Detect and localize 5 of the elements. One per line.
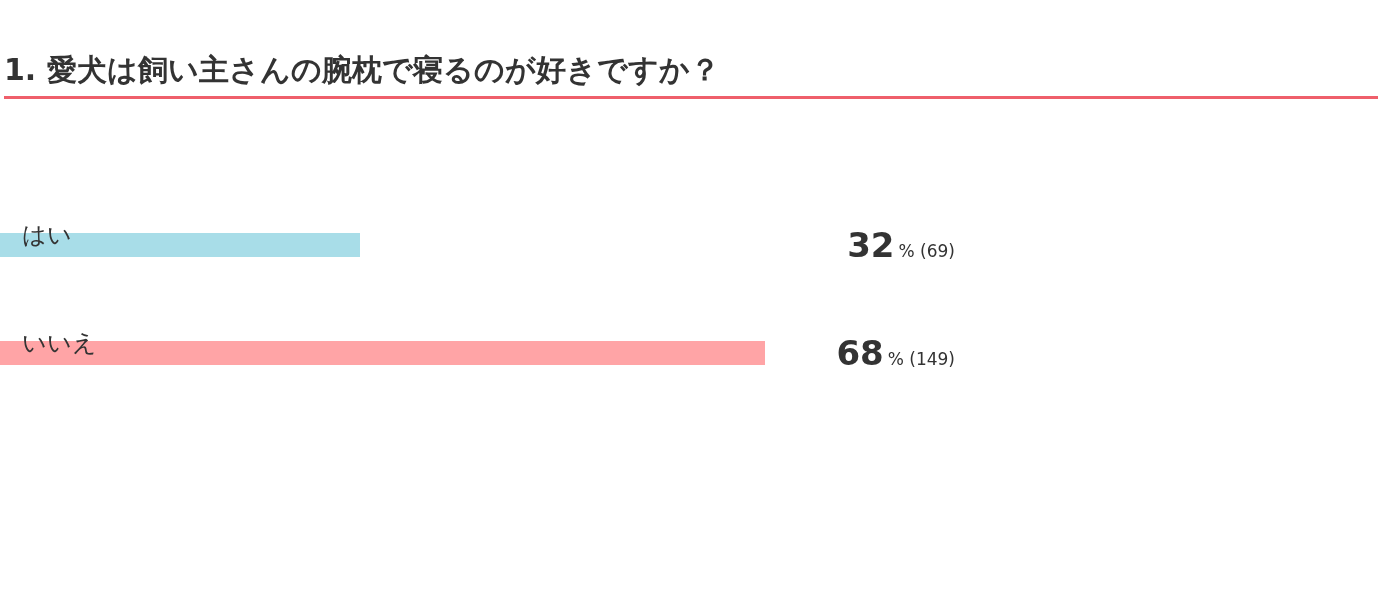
- chart-title: 1. 愛犬は飼い主さんの腕枕で寝るのが好きですか？: [4, 50, 1378, 99]
- y-tick-label: はい: [22, 221, 72, 249]
- data-label: 32% (69): [847, 225, 955, 265]
- data-label: 68% (149): [836, 333, 955, 373]
- y-tick-label: いいえ: [22, 329, 97, 357]
